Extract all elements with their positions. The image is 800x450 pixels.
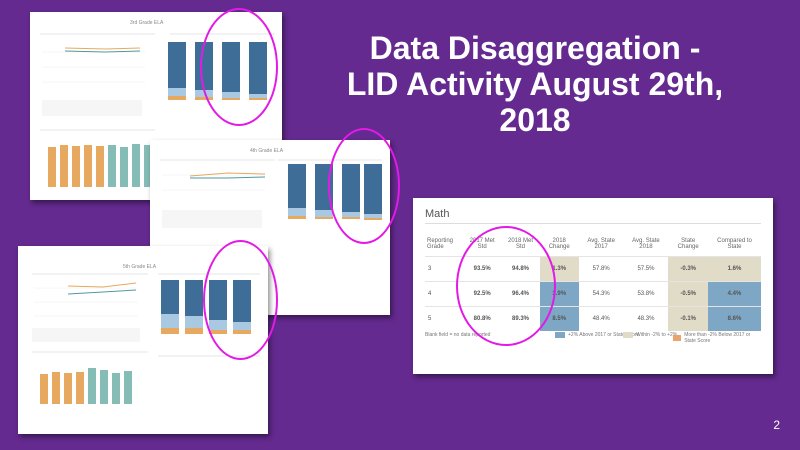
page-number: 2 [773, 418, 780, 432]
grade-cell: 3 [425, 256, 463, 282]
state-change-cell: -0.1% [668, 306, 709, 331]
legend-swatch-below [673, 335, 682, 341]
legend-label-below: More than -2% Below 2017 or State Score [684, 332, 751, 344]
state-2017-cell: 57.8% [578, 256, 624, 282]
legend-item-below: More than -2% Below 2017 or State Score [673, 332, 761, 344]
slide-title-line-3: 2018 [499, 102, 571, 138]
legend-label-within: Within -2% to +2% [636, 332, 678, 338]
state-change-cell: -0.5% [668, 281, 709, 307]
blank-field-note: Blank field = no data reported [425, 332, 491, 338]
highlight-circle-math [456, 226, 556, 346]
compared-cell: 8.6% [708, 306, 761, 331]
compared-cell: 1.6% [708, 256, 761, 282]
thumb-1-grade-bars [48, 144, 152, 187]
math-table-title: Math [425, 208, 450, 220]
header-avg-state-2017: Avg. State 2017 [587, 238, 615, 250]
header-reporting-grade: Reporting Grade [427, 238, 454, 250]
compared-cell: 4.4% [708, 281, 761, 307]
slide-title-line-2: LID Activity August 29th, [346, 66, 724, 102]
highlight-circle-2 [328, 128, 400, 244]
header-compared-to-state: Compared to State [717, 238, 752, 250]
thumb-1-title: 3rd Grade ELA [130, 20, 164, 26]
header-state-change: State Change [677, 238, 699, 250]
header-2018-change: 2018 Change [548, 238, 570, 250]
math-table-legend: Blank field = no data reported +2% Above… [425, 332, 761, 344]
legend-item-within: Within -2% to +2% [623, 332, 677, 338]
thumb-2-title: 4th Grade ELA [250, 148, 284, 154]
legend-item-above: +2% Above 2017 or State Score [555, 332, 639, 338]
math-title-divider [425, 223, 761, 224]
state-2018-cell: 48.3% [623, 306, 669, 331]
highlight-circle-3 [203, 240, 278, 360]
header-avg-state-2018: Avg. State 2018 [632, 238, 660, 250]
state-2017-cell: 54.3% [578, 281, 624, 307]
slide-title-line-1: Data Disaggregation - [369, 30, 701, 66]
state-2018-cell: 53.8% [623, 281, 669, 307]
state-2018-cell: 57.5% [623, 256, 669, 282]
state-change-cell: -0.3% [668, 256, 709, 282]
highlight-circle-1 [200, 8, 278, 126]
legend-label-above: +2% Above 2017 or State Score [568, 332, 640, 338]
legend-swatch-above [555, 332, 565, 338]
state-2017-cell: 48.4% [578, 306, 624, 331]
slide-title: Data Disaggregation - LID Activity Augus… [330, 30, 740, 138]
thumb-3-grade-bars [40, 368, 132, 404]
grade-cell: 5 [425, 306, 463, 331]
thumb-3-title: 5th Grade ELA [123, 264, 157, 270]
legend-swatch-within [623, 332, 633, 338]
